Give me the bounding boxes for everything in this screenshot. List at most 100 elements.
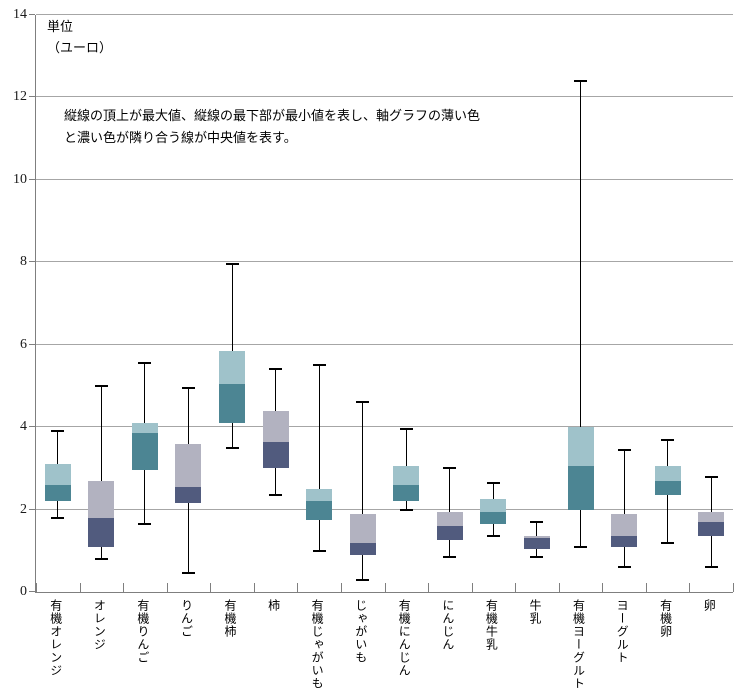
box-lower-dark <box>698 521 725 537</box>
x-label-5: 柿 <box>266 599 281 612</box>
whisker-cap-max <box>530 520 544 523</box>
box-upper-light <box>349 513 376 543</box>
chart-annotation: 縦線の頂上が最大値、縦線の最下部が最小値を表し、軸グラフの薄い色 と濃い色が隣り合… <box>64 106 480 150</box>
x-axis-tick-0 <box>36 583 37 592</box>
whisker-cap-max <box>704 475 718 478</box>
gridline-2 <box>36 508 733 510</box>
whisker-cap-min <box>486 535 500 538</box>
box-lower-dark <box>175 486 202 504</box>
whisker-cap-min <box>399 508 413 511</box>
x-label-15: 卵 <box>702 599 717 612</box>
gridline-10 <box>36 178 733 180</box>
x-axis-tick-2 <box>123 583 124 592</box>
box-upper-light <box>306 488 333 502</box>
box-lower-dark <box>262 441 289 469</box>
whisker-line <box>580 80 582 547</box>
y-tick-label-6: 6 <box>20 336 27 352</box>
whisker-cap-min <box>269 494 283 497</box>
x-label-7: じゃがいも <box>353 599 368 664</box>
whisker-cap-min <box>181 572 195 575</box>
box-lower-dark <box>567 466 594 510</box>
whisker-cap-max <box>617 448 631 451</box>
gridline-8 <box>36 261 733 263</box>
x-label-12: 有機ヨーグルト <box>571 599 586 690</box>
y-axis-tick-10 <box>29 178 35 180</box>
box-upper-light <box>567 427 594 467</box>
box-lower-dark <box>523 538 550 549</box>
box-lower-dark <box>393 484 420 502</box>
x-label-6: 有機じゃがいも <box>310 599 325 690</box>
whisker-line <box>318 365 320 551</box>
box-upper-light <box>88 480 115 518</box>
box-lower-dark <box>219 383 246 423</box>
x-axis-tick-1 <box>80 583 81 592</box>
whisker-cap-min <box>530 555 544 558</box>
box-upper-light <box>131 423 158 434</box>
y-tick-label-14: 14 <box>13 7 27 22</box>
whisker-cap-min <box>443 555 457 558</box>
y-axis-tick-4 <box>29 426 35 428</box>
box-upper-light <box>44 464 71 485</box>
x-label-14: 有機卵 <box>658 599 673 638</box>
whisker-cap-max <box>312 364 326 367</box>
box-upper-light <box>654 466 681 481</box>
box-lower-dark <box>131 433 158 471</box>
box-upper-light <box>698 511 725 522</box>
whisker-cap-max <box>181 386 195 389</box>
x-label-11: 牛乳 <box>527 599 542 625</box>
box-lower-dark <box>306 501 333 520</box>
gridline-4 <box>36 426 733 428</box>
x-axis-tick-11 <box>515 583 516 592</box>
whisker-cap-min <box>574 545 588 548</box>
whisker-cap-max <box>443 467 457 470</box>
box-upper-light <box>436 511 463 527</box>
y-tick-label-12: 12 <box>13 89 27 105</box>
box-upper-light <box>480 499 507 512</box>
box-lower-dark <box>480 511 507 524</box>
whisker-cap-max <box>94 384 108 387</box>
y-axis-tick-6 <box>29 343 35 345</box>
y-axis-tick-0 <box>29 591 35 592</box>
whisker-cap-min <box>661 541 675 544</box>
x-label-9: にんじん <box>440 599 455 651</box>
whisker-cap-max <box>399 428 413 431</box>
chart-annotation-line2: と濃い色が隣り合う線が中央値を表す。 <box>64 131 297 146</box>
chart-annotation-line1: 縦線の頂上が最大値、縦線の最下部が最小値を表し、軸グラフの薄い色 <box>64 109 481 124</box>
box-lower-dark <box>88 517 115 547</box>
x-axis-tick-13 <box>602 583 603 592</box>
x-label-0: 有機オレンジ <box>48 599 63 677</box>
y-tick-label-2: 2 <box>20 501 27 517</box>
box-upper-light <box>523 536 550 539</box>
x-axis-tick-16 <box>733 583 734 592</box>
box-lower-dark <box>654 480 681 496</box>
y-axis-tick-8 <box>29 261 35 263</box>
whisker-cap-max <box>356 401 370 404</box>
x-label-1: オレンジ <box>92 599 107 651</box>
x-axis-tick-14 <box>646 583 647 592</box>
x-axis-tick-12 <box>559 583 560 592</box>
whisker-cap-max <box>486 481 500 484</box>
whisker-cap-max <box>269 368 283 371</box>
whisker-line <box>623 449 625 568</box>
whisker-cap-max <box>574 79 588 82</box>
x-axis-tick-4 <box>210 583 211 592</box>
x-axis-tick-7 <box>341 583 342 592</box>
box-lower-dark <box>436 526 463 541</box>
box-lower-dark <box>349 542 376 555</box>
whisker-cap-max <box>138 362 152 365</box>
whisker-line <box>100 385 102 560</box>
y-tick-label-4: 4 <box>20 419 27 435</box>
whisker-line <box>362 402 364 580</box>
box-upper-light <box>175 443 202 487</box>
whisker-cap-min <box>94 558 108 561</box>
gridline-14 <box>36 14 733 15</box>
x-label-10: 有機牛乳 <box>484 599 499 651</box>
whisker-cap-max <box>225 263 239 266</box>
box-upper-light <box>262 410 289 442</box>
x-axis-tick-3 <box>167 583 168 592</box>
x-label-3: りんご <box>179 599 194 638</box>
box-upper-light <box>393 466 420 485</box>
box-lower-dark <box>44 484 71 502</box>
whisker-cap-min <box>225 446 239 449</box>
